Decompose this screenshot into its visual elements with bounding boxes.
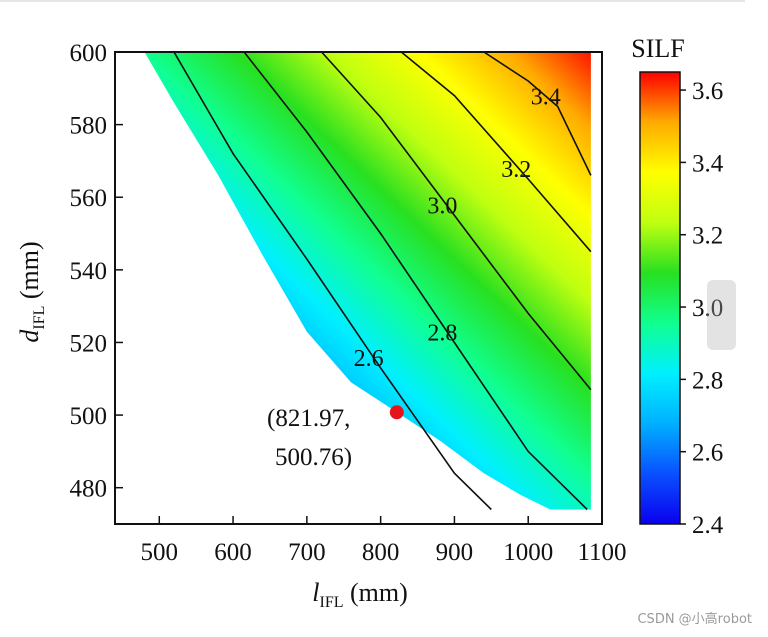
colorbar-tick-label: 3.6	[692, 78, 723, 105]
contour-line	[400, 52, 592, 253]
x-axis-title: lIFL (mm)	[312, 578, 408, 611]
y-axis-title-sub: IFL	[31, 306, 48, 330]
contour-line	[173, 52, 492, 511]
x-tick-label: 1100	[577, 539, 626, 566]
plot-frame	[114, 51, 603, 525]
x-tick-label: 800	[362, 539, 400, 566]
feasible-region	[144, 52, 591, 510]
x-axis-title-main: l	[312, 578, 319, 607]
y-axis-title-unit: (mm)	[15, 241, 44, 305]
colorbar-tick-label: 3.2	[692, 223, 723, 250]
x-tick-label: 700	[288, 539, 326, 566]
contour-lines	[173, 52, 592, 511]
contour-line	[483, 52, 592, 176]
colorbar-tick-label: 2.6	[692, 440, 723, 467]
contour-label: 3.0	[427, 193, 457, 219]
optimum-label-line2: 500.76)	[275, 444, 352, 471]
watermark: CSDN @小高robot	[637, 612, 752, 627]
colorbar-title: SILF	[631, 34, 684, 63]
contour-line	[243, 52, 588, 511]
contour-label: 3.4	[531, 85, 561, 111]
colorbar-tick-label: 3.4	[692, 150, 724, 177]
plot-area: 2.6 2.8 3.0 3.2 3.4 (821.97, 500.76)	[144, 52, 592, 511]
colorbar-tick-label: 2.4	[692, 512, 724, 539]
contour-label: 2.8	[427, 321, 457, 347]
contour-line	[321, 52, 592, 391]
y-tick-label: 600	[70, 40, 108, 67]
top-border	[0, 0, 745, 2]
x-axis: 500 600 700 800 900 1000 1100	[141, 516, 627, 566]
colorbar-tick-label: 2.8	[692, 367, 723, 394]
x-tick-label: 1000	[503, 539, 553, 566]
contour-labels: 2.6 2.8 3.0 3.2 3.4	[354, 85, 561, 372]
x-axis-title-unit: (mm)	[343, 578, 407, 607]
colorbar-scale	[639, 71, 681, 525]
x-tick-label: 600	[214, 539, 252, 566]
optimum-label-line1: (821.97,	[267, 405, 350, 432]
y-tick-label: 480	[70, 476, 108, 503]
y-axis-title-main: d	[15, 329, 44, 343]
optimum-point	[389, 405, 404, 420]
y-tick-label: 580	[70, 113, 108, 140]
contour-label: 2.6	[354, 346, 384, 372]
colorbar-tick-label: 3.0	[692, 295, 723, 322]
y-tick-label: 560	[70, 185, 108, 212]
colorbar-ticks: 3.6 3.4 3.2 3.0 2.8 2.6 2.4	[680, 78, 724, 539]
contour-label: 3.2	[501, 157, 531, 183]
y-tick-label: 520	[70, 330, 108, 357]
x-tick-label: 500	[141, 539, 179, 566]
y-axis: 480 500 520 540 560 580 600	[70, 40, 123, 503]
y-axis-title: dIFL (mm)	[15, 241, 48, 342]
colorbar: SILF 3.6 3.4 3.2 3.0 2.8 2.6 2.4	[631, 34, 723, 539]
y-tick-label: 500	[70, 403, 108, 430]
y-tick-label: 540	[70, 258, 108, 285]
scrollbar-thumb[interactable]	[707, 280, 736, 350]
x-axis-title-sub: IFL	[319, 594, 343, 611]
x-tick-label: 900	[436, 539, 474, 566]
